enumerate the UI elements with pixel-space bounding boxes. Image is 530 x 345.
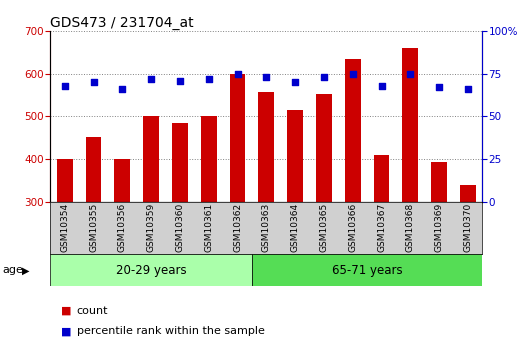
Bar	[287, 110, 303, 202]
Text: ■: ■	[61, 326, 72, 336]
Bar	[143, 116, 159, 202]
Text: GSM10361: GSM10361	[204, 203, 213, 252]
Point	[348, 71, 357, 77]
Bar	[50, 254, 252, 286]
Bar	[345, 59, 360, 202]
Text: ■: ■	[61, 306, 72, 315]
Text: GSM10368: GSM10368	[406, 203, 415, 252]
Point	[89, 80, 98, 85]
Text: ▶: ▶	[22, 265, 30, 275]
Text: percentile rank within the sample: percentile rank within the sample	[77, 326, 264, 336]
Point	[406, 71, 414, 77]
Point	[291, 80, 299, 85]
Point	[377, 83, 386, 88]
Text: GSM10365: GSM10365	[320, 203, 329, 252]
Text: GSM10356: GSM10356	[118, 203, 127, 252]
Bar	[201, 117, 217, 202]
Bar	[374, 155, 390, 202]
Bar	[460, 185, 476, 202]
Bar	[252, 254, 482, 286]
Point	[464, 86, 472, 92]
Text: GSM10354: GSM10354	[60, 203, 69, 252]
Bar	[316, 94, 332, 202]
Text: GSM10360: GSM10360	[175, 203, 184, 252]
Bar	[402, 48, 418, 202]
Point	[320, 75, 328, 80]
Point	[60, 83, 69, 88]
Text: GSM10362: GSM10362	[233, 203, 242, 252]
Point	[262, 75, 270, 80]
Text: GSM10367: GSM10367	[377, 203, 386, 252]
Text: GSM10369: GSM10369	[435, 203, 444, 252]
Bar	[86, 137, 101, 202]
Text: count: count	[77, 306, 108, 315]
Point	[233, 71, 242, 77]
Text: 20-29 years: 20-29 years	[116, 264, 187, 277]
Point	[118, 86, 127, 92]
Point	[147, 76, 155, 82]
Point	[205, 76, 213, 82]
Point	[435, 85, 443, 90]
Text: GSM10363: GSM10363	[262, 203, 271, 252]
Text: GDS473 / 231704_at: GDS473 / 231704_at	[50, 16, 194, 30]
Bar	[57, 159, 73, 202]
Bar	[114, 159, 130, 202]
Bar	[259, 92, 274, 202]
Bar	[172, 123, 188, 202]
Point	[175, 78, 184, 83]
Bar	[431, 162, 447, 202]
Text: age: age	[3, 265, 23, 275]
Text: GSM10359: GSM10359	[147, 203, 156, 252]
Bar	[229, 74, 245, 202]
Text: GSM10364: GSM10364	[290, 203, 299, 252]
Text: GSM10366: GSM10366	[348, 203, 357, 252]
Text: 65-71 years: 65-71 years	[332, 264, 402, 277]
Text: GSM10355: GSM10355	[89, 203, 98, 252]
Text: GSM10370: GSM10370	[463, 203, 472, 252]
